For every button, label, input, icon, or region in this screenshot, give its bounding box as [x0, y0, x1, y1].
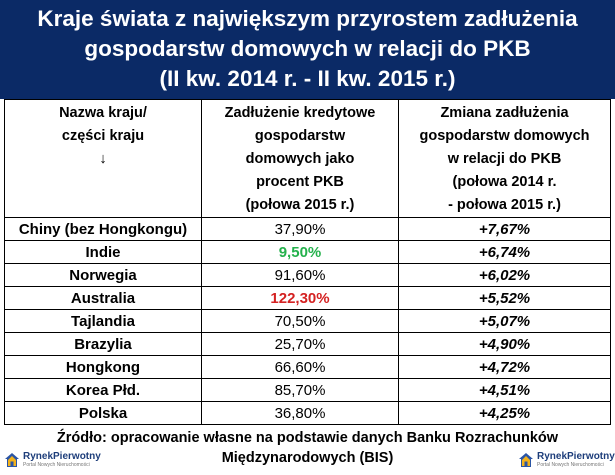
- change-cell: +4,51%: [398, 378, 611, 402]
- house-logo-icon: [519, 453, 533, 467]
- country-cell: Indie: [4, 240, 202, 264]
- change-cell: +4,25%: [398, 401, 611, 425]
- debt-cell: 85,70%: [201, 378, 399, 402]
- table-row: Brazylia 25,70% +4,90%: [4, 332, 611, 356]
- source-line-2: Międzynarodowych (BIS): [221, 450, 394, 466]
- country-cell: Korea Płd.: [4, 378, 202, 402]
- change-cell: +5,52%: [398, 286, 611, 310]
- change-cell: +7,67%: [398, 217, 611, 241]
- table-row: Korea Płd. 85,70% +4,51%: [4, 378, 611, 402]
- title-line-2: gospodarstw domowych w relacji do PKB: [84, 36, 531, 61]
- header-change-line: Zmiana zadłużenia: [440, 105, 569, 121]
- header-change: Zmiana zadłużenia gospodarstw domowych w…: [398, 99, 611, 218]
- table-row: Hongkong 66,60% +4,72%: [4, 355, 611, 379]
- down-arrow-icon: ↓: [99, 151, 107, 167]
- country-cell: Australia: [4, 286, 202, 310]
- house-logo-icon: [5, 453, 19, 467]
- brand-logo-right: RynekPierwotny Portal Nowych Nieruchomoś…: [518, 449, 615, 471]
- country-cell: Chiny (bez Hongkongu): [4, 217, 202, 241]
- debt-cell: 91,60%: [201, 263, 399, 287]
- header-debt-line: Zadłużenie kredytowe: [224, 105, 376, 121]
- title-line-3: (II kw. 2014 r. - II kw. 2015 r.): [159, 66, 456, 91]
- change-cell: +6,74%: [398, 240, 611, 264]
- table-row: Indie 9,50% +6,74%: [4, 240, 611, 264]
- country-cell: Hongkong: [4, 355, 202, 379]
- change-cell: +4,72%: [398, 355, 611, 379]
- table-row: Australia 122,30% +5,52%: [4, 286, 611, 310]
- header-change-line: gospodarstw domowych: [419, 128, 590, 144]
- header-debt-line: domowych jako: [245, 151, 355, 167]
- brand-logo-left: RynekPierwotny Portal Nowych Nieruchomoś…: [4, 449, 101, 471]
- debt-value-highlight: 9,50%: [278, 243, 322, 261]
- logo-name: RynekPierwotny: [23, 450, 101, 462]
- logo-tagline: Portal Nowych Nieruchomości: [537, 461, 604, 468]
- change-cell: +6,02%: [398, 263, 611, 287]
- debt-cell-highest: 122,30%: [201, 286, 399, 310]
- header-debt-line: procent PKB: [256, 174, 344, 190]
- source-note: Źródło: opracowanie własne na podstawie …: [0, 428, 615, 468]
- country-cell: Polska: [4, 401, 202, 425]
- header-change-line: w relacji do PKB: [447, 151, 562, 167]
- country-cell: Brazylia: [4, 332, 202, 356]
- debt-table: Nazwa kraju/ części kraju ↓ Zadłużenie k…: [4, 99, 611, 425]
- title-line-1: Kraje świata z największym przyrostem za…: [37, 6, 578, 31]
- header-row: Nazwa kraju/ części kraju ↓ Zadłużenie k…: [4, 99, 611, 218]
- header-country-line: Nazwa kraju/: [59, 105, 147, 121]
- header-change-line: - połowa 2015 r.): [448, 197, 561, 213]
- source-line-1: Źródło: opracowanie własne na podstawie …: [56, 430, 559, 446]
- logo-tagline: Portal Nowych Nieruchomości: [23, 461, 90, 468]
- debt-cell-lowest: 9,50%: [201, 240, 399, 264]
- table-row: Polska 36,80% +4,25%: [4, 401, 611, 425]
- debt-cell: 25,70%: [201, 332, 399, 356]
- header-change-line: (połowa 2014 r.: [452, 174, 557, 190]
- title-banner: Kraje świata z największym przyrostem za…: [0, 0, 615, 99]
- header-debt: Zadłużenie kredytowe gospodarstw domowyc…: [201, 99, 399, 218]
- debt-value-highlight: 122,30%: [270, 289, 330, 307]
- table-row: Tajlandia 70,50% +5,07%: [4, 309, 611, 333]
- table-row: Chiny (bez Hongkongu) 37,90% +7,67%: [4, 217, 611, 241]
- country-cell: Tajlandia: [4, 309, 202, 333]
- table-row: Norwegia 91,60% +6,02%: [4, 263, 611, 287]
- logo-name: RynekPierwotny: [537, 450, 615, 462]
- debt-cell: 36,80%: [201, 401, 399, 425]
- change-cell: +5,07%: [398, 309, 611, 333]
- debt-cell: 66,60%: [201, 355, 399, 379]
- header-country: Nazwa kraju/ części kraju ↓: [4, 99, 202, 218]
- header-country-line: części kraju: [61, 128, 145, 144]
- debt-cell: 37,90%: [201, 217, 399, 241]
- debt-cell: 70,50%: [201, 309, 399, 333]
- country-cell: Norwegia: [4, 263, 202, 287]
- change-cell: +4,90%: [398, 332, 611, 356]
- header-debt-line: gospodarstw: [254, 128, 346, 144]
- header-debt-line: (połowa 2015 r.): [245, 197, 355, 213]
